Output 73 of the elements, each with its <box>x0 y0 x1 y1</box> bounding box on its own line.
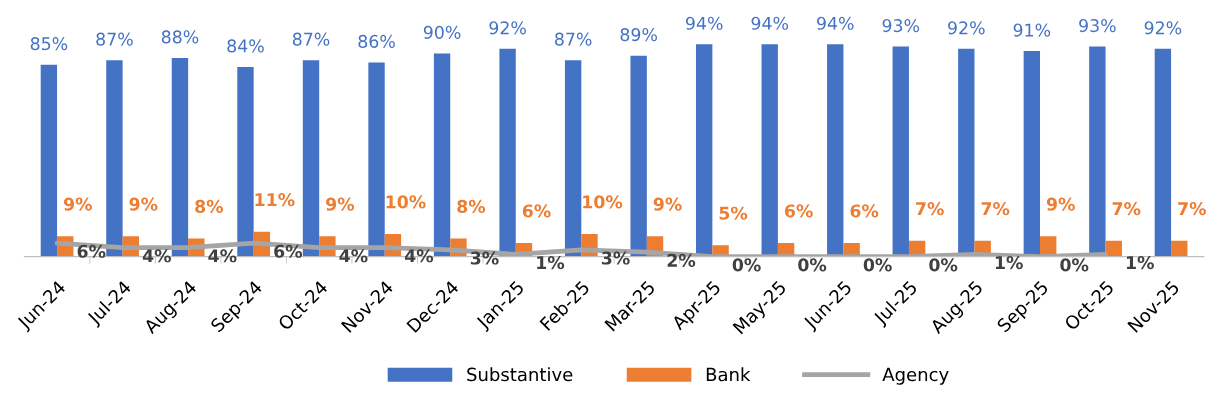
data-label: 90% <box>423 25 461 39</box>
data-label: 9% <box>326 197 355 211</box>
bar <box>40 64 58 257</box>
data-label: 87% <box>96 32 133 46</box>
data-label: 9% <box>63 197 92 211</box>
bar <box>171 57 189 257</box>
data-label: 7% <box>916 202 944 216</box>
data-label: 6% <box>850 204 879 218</box>
data-label: 92% <box>489 21 526 35</box>
data-label: 10% <box>386 195 426 209</box>
bar <box>368 62 385 257</box>
bar <box>1023 51 1041 257</box>
bar <box>827 44 844 257</box>
data-label: 91% <box>1013 23 1051 37</box>
data-label: 0% <box>732 258 761 272</box>
legend-label: Agency <box>882 367 949 385</box>
bar <box>892 46 909 257</box>
data-label: 6% <box>274 244 303 258</box>
bar <box>1105 240 1122 257</box>
bar <box>564 60 582 257</box>
data-label: 94% <box>751 16 789 30</box>
data-label: 1% <box>995 256 1023 270</box>
data-label: 6% <box>784 204 813 218</box>
data-label: 1% <box>1126 256 1154 270</box>
bar <box>1171 240 1188 257</box>
data-label: 92% <box>948 21 985 35</box>
data-label: 2% <box>667 253 696 267</box>
data-label: 5% <box>719 206 748 220</box>
legend-label: Bank <box>706 367 751 382</box>
data-label: 92% <box>1144 21 1182 35</box>
data-label: 93% <box>1079 19 1116 33</box>
data-label: 6% <box>522 204 551 218</box>
data-label: 9% <box>653 197 682 211</box>
data-label: 94% <box>685 16 723 30</box>
data-label: 86% <box>358 34 395 48</box>
data-label: 4% <box>142 249 171 263</box>
data-label: 0% <box>798 258 827 272</box>
data-label: 93% <box>882 19 920 33</box>
bar <box>630 55 647 257</box>
bar <box>237 66 254 257</box>
data-label: 4% <box>404 249 434 263</box>
data-label: 11% <box>255 193 295 207</box>
bar <box>106 60 123 257</box>
data-label: 89% <box>620 28 657 42</box>
data-label: 7% <box>1178 202 1206 216</box>
data-label: 0% <box>863 258 892 272</box>
data-label: 87% <box>292 32 330 46</box>
data-label: 7% <box>1112 202 1141 216</box>
data-label: 8% <box>195 199 224 213</box>
data-label: 9% <box>129 197 158 211</box>
data-label: 3% <box>601 251 630 265</box>
data-label: 94% <box>817 16 854 30</box>
legend-label: Substantive <box>467 367 573 382</box>
data-label: 10% <box>583 195 623 209</box>
bar <box>695 44 713 257</box>
bar <box>761 44 778 257</box>
data-label: 87% <box>555 32 592 46</box>
data-label: 7% <box>981 202 1010 216</box>
data-label: 84% <box>227 39 264 53</box>
data-label: 1% <box>537 256 565 270</box>
data-label: 9% <box>1046 197 1075 211</box>
data-label: 0% <box>929 258 958 272</box>
data-label: 4% <box>208 249 237 263</box>
data-label: 88% <box>161 30 199 44</box>
data-label: 85% <box>30 37 68 51</box>
data-label: 3% <box>470 251 499 265</box>
bar <box>1154 48 1172 257</box>
data-label: 4% <box>339 249 368 263</box>
bar <box>433 53 451 257</box>
data-label: 8% <box>457 199 486 213</box>
data-label: 6% <box>77 244 106 258</box>
bar <box>302 60 320 257</box>
data-label: 0% <box>1060 258 1089 272</box>
